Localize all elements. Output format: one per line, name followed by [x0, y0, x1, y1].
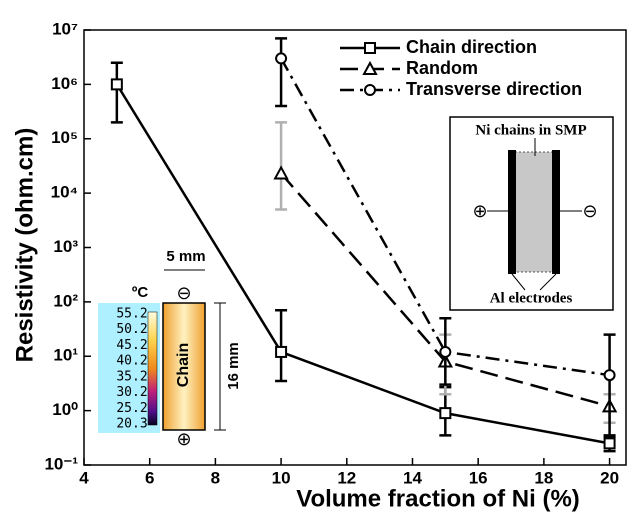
y-tick-label: 10²: [53, 291, 78, 310]
y-tick-label: 10⁰: [52, 400, 78, 419]
legend-label: Random: [406, 58, 478, 78]
y-tick-label: 10⁵: [51, 128, 78, 147]
height-label: 16 mm: [225, 342, 242, 390]
x-tick-label: 16: [469, 468, 488, 487]
marker: [275, 167, 287, 178]
marker: [112, 79, 122, 89]
scale-label: 45.2: [116, 338, 147, 353]
marker: [276, 347, 286, 357]
y-tick-label: 10¹: [53, 346, 78, 365]
x-axis-label: Volume fraction of Ni (%): [296, 485, 580, 512]
error-bar: [275, 38, 287, 106]
schematic-inset: Ni chains in SMP ⊕ ⊖ Al electrodes: [450, 117, 613, 310]
scale-label: 35.2: [116, 369, 147, 384]
marker: [276, 53, 286, 63]
x-tick-label: 6: [145, 468, 154, 487]
chart: Volume fraction of Ni (%) Resistivity (o…: [0, 0, 628, 515]
y-tick-label: 10⁷: [52, 19, 78, 38]
y-tick-label: 10⁶: [51, 74, 78, 93]
electrode-label: Al electrodes: [490, 290, 573, 306]
marker: [605, 370, 615, 380]
x-tick-label: 12: [337, 468, 356, 487]
x-tick-label: 14: [403, 468, 422, 487]
plus-sign: ⊕: [472, 201, 487, 221]
sample-label: Chain: [175, 343, 192, 387]
x-tick-label: 4: [79, 468, 89, 487]
minus-sign: ⊖: [582, 201, 597, 221]
y-axis-label: Resistivity (ohm.cm): [11, 128, 38, 363]
legend-marker: [365, 85, 375, 95]
width-label: 5 mm: [166, 248, 205, 265]
minus-sign: ⊖: [176, 283, 191, 303]
legend-label: Chain direction: [406, 37, 537, 57]
unit: ºC: [132, 284, 148, 301]
y-tick-label: 10³: [53, 237, 78, 256]
marker: [605, 438, 615, 448]
x-tick-label: 18: [534, 468, 553, 487]
plus-sign: ⊕: [176, 429, 191, 449]
marker: [440, 408, 450, 418]
scale-label: 50.2: [116, 322, 147, 337]
y-tick-label: 10⁴: [51, 183, 78, 202]
scale-label: 30.2: [116, 385, 147, 400]
scale-label: 55.2: [116, 307, 147, 322]
inset-title: Ni chains in SMP: [475, 122, 586, 138]
x-tick-label: 8: [211, 468, 220, 487]
legend-label: Transverse direction: [406, 79, 582, 99]
scale-label: 20.3: [116, 417, 147, 432]
error-bar: [604, 335, 616, 436]
marker: [440, 347, 450, 357]
x-tick-label: 10: [272, 468, 291, 487]
legend-marker: [365, 43, 375, 53]
scale-label: 40.2: [116, 354, 147, 369]
x-tick-label: 20: [600, 468, 619, 487]
scale-label: 25.2: [116, 401, 147, 416]
y-tick-label: 10⁻¹: [44, 454, 78, 473]
